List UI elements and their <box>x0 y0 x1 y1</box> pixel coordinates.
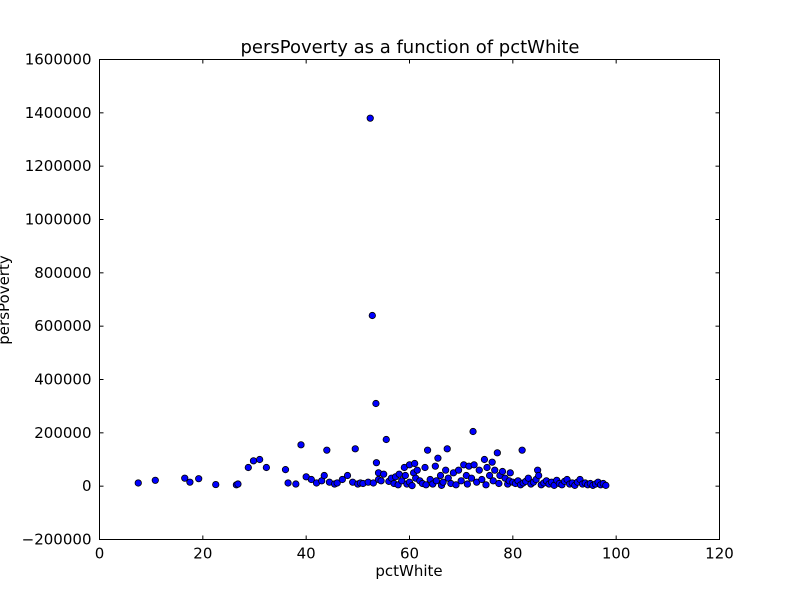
x-tick-label: 100 <box>602 545 631 563</box>
data-point <box>395 470 403 478</box>
data-point <box>323 446 331 454</box>
data-point <box>454 466 463 474</box>
x-tick-label: 0 <box>95 545 105 563</box>
data-point <box>372 399 380 408</box>
data-point <box>422 481 430 489</box>
data-point <box>498 467 507 476</box>
data-point <box>602 481 610 489</box>
y-tick-label: 1000000 <box>25 211 92 229</box>
data-point <box>292 480 300 488</box>
chart-title: persPoverty as a function of pctWhite <box>241 37 580 58</box>
data-point <box>372 459 381 467</box>
data-point <box>366 114 374 122</box>
data-point <box>256 455 264 464</box>
data-point <box>281 466 290 474</box>
y-tick-label: 1600000 <box>25 51 92 69</box>
data-point <box>482 481 490 489</box>
data-point <box>506 469 514 477</box>
data-point <box>380 470 388 478</box>
x-tick-label: 20 <box>193 545 212 563</box>
data-point <box>343 471 352 480</box>
plot-area <box>134 114 610 490</box>
data-point <box>307 475 315 484</box>
data-point <box>382 435 390 444</box>
y-tick-label: 1200000 <box>25 157 92 175</box>
data-point <box>134 479 142 487</box>
data-point <box>436 471 445 480</box>
x-tick-label: 120 <box>705 545 734 563</box>
data-point <box>493 449 501 457</box>
y-tick-label: 200000 <box>34 424 91 442</box>
data-point <box>475 466 483 474</box>
data-point <box>244 463 252 472</box>
data-point <box>320 471 328 480</box>
data-point <box>431 462 439 470</box>
data-point <box>434 454 442 462</box>
data-point <box>351 445 359 453</box>
data-point <box>463 480 471 488</box>
x-tick-label: 80 <box>503 545 522 563</box>
data-point <box>401 471 409 480</box>
data-point <box>483 463 491 472</box>
data-point <box>443 445 451 453</box>
y-tick-label: 800000 <box>34 264 91 282</box>
data-point <box>439 478 447 486</box>
data-point <box>377 477 385 485</box>
data-point <box>535 471 543 480</box>
data-point <box>398 477 406 485</box>
data-point <box>297 441 305 449</box>
data-point <box>195 475 203 483</box>
data-point <box>181 474 189 482</box>
data-point <box>284 479 292 487</box>
data-point <box>495 479 503 488</box>
data-point <box>452 481 460 489</box>
data-point <box>338 475 346 484</box>
data-point <box>518 446 526 454</box>
data-point <box>333 479 341 487</box>
y-axis-label: persPoverty <box>0 255 13 345</box>
data-point <box>478 475 486 484</box>
data-point <box>470 461 478 469</box>
x-tick-label: 40 <box>297 545 316 563</box>
data-point <box>524 474 532 482</box>
data-point <box>186 478 194 486</box>
data-point <box>368 311 376 320</box>
x-tick-label: 60 <box>400 545 419 563</box>
data-point <box>469 427 477 436</box>
data-point <box>442 466 450 474</box>
x-axis-label: pctWhite <box>375 562 442 580</box>
y-tick-label: 400000 <box>34 371 91 389</box>
data-point <box>234 480 242 488</box>
data-point <box>432 477 440 485</box>
data-point <box>488 458 496 466</box>
data-point <box>249 457 258 465</box>
data-point <box>369 479 377 487</box>
data-point <box>151 476 159 484</box>
data-point <box>489 477 497 485</box>
data-point <box>485 471 494 480</box>
data-point <box>413 466 421 474</box>
data-point <box>421 463 429 472</box>
data-point <box>262 463 270 472</box>
data-point <box>212 480 220 489</box>
data-point <box>491 466 499 474</box>
y-tick-label: 1400000 <box>25 104 92 122</box>
data-point <box>423 446 432 454</box>
axis-ticks: 0 20 40 60 80 100 120−200000020000040000060000… <box>22 51 734 563</box>
y-tick-label: −200000 <box>22 531 92 549</box>
data-point <box>457 477 465 485</box>
y-tick-label: 0 <box>82 477 92 495</box>
data-point <box>467 474 476 482</box>
data-point <box>408 482 416 490</box>
data-point <box>480 455 489 464</box>
data-point <box>411 459 419 468</box>
y-tick-label: 600000 <box>34 317 91 335</box>
